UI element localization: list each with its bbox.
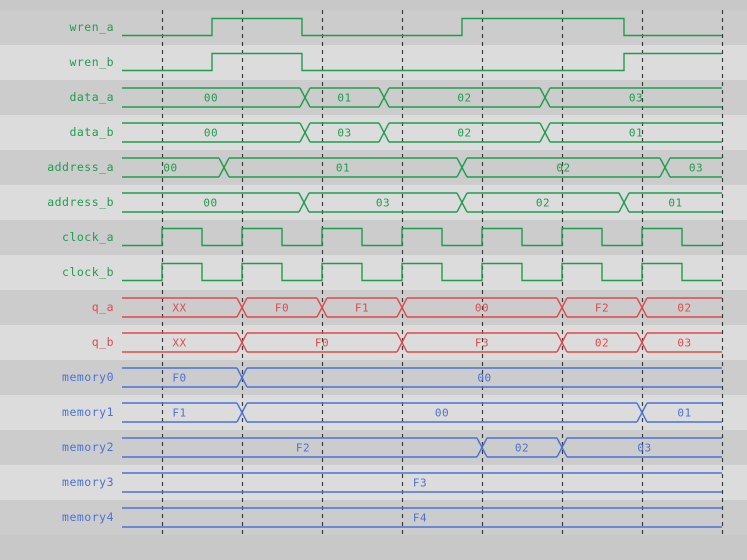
signal-label-clock_a: clock_a <box>62 229 114 244</box>
row-band <box>0 360 747 395</box>
signal-label-memory4: memory4 <box>62 509 114 524</box>
signal-label-wren_a: wren_a <box>69 19 114 34</box>
row-band <box>0 395 747 430</box>
signal-label-address_a: address_a <box>47 159 114 174</box>
row-band <box>0 290 747 325</box>
signal-label-memory3: memory3 <box>62 474 114 489</box>
signal-label-data_a: data_a <box>69 89 114 104</box>
signal-label-memory1: memory1 <box>62 404 114 419</box>
signal-label-memory2: memory2 <box>62 439 114 454</box>
signal-label-q_b: q_b <box>91 334 114 349</box>
signal-label-wren_b: wren_b <box>69 54 114 69</box>
signal-label-q_a: q_a <box>91 299 114 314</box>
row-band <box>0 325 747 360</box>
signal-label-memory0: memory0 <box>62 369 114 384</box>
signal-label-data_b: data_b <box>69 124 114 139</box>
signal-label-address_b: address_b <box>47 194 114 209</box>
signal-label-clock_b: clock_b <box>62 264 114 279</box>
row-band <box>0 115 747 150</box>
row-band <box>0 430 747 465</box>
row-band <box>0 80 747 115</box>
row-band <box>0 500 747 535</box>
row-band <box>0 150 747 185</box>
row-band <box>0 465 747 500</box>
